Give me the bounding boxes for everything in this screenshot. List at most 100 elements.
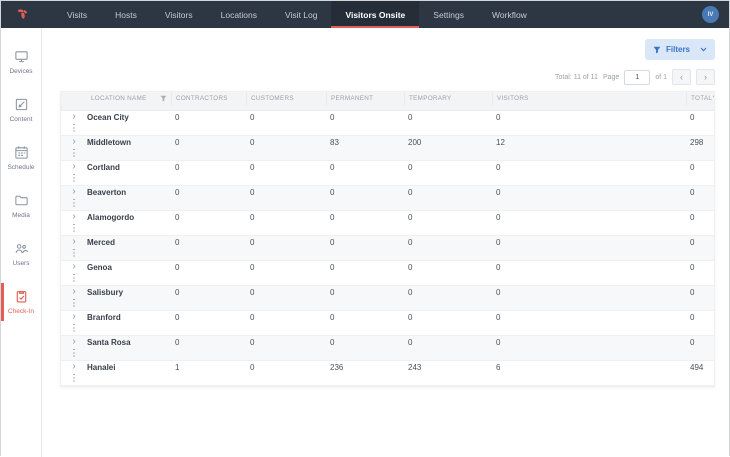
pagination-bar: Total: 11 of 11 Page of 1 ‹ › [60, 69, 715, 85]
table-row: › Ocean City 0 0 0 0 0 0 ⋮ [61, 111, 714, 136]
nav-item-visits[interactable]: Visits [67, 9, 88, 20]
kebab-menu-icon[interactable]: ⋮ [69, 323, 79, 335]
sidebar-item-check-in[interactable]: Check-In [1, 278, 41, 326]
value-cell-permanent: 0 [330, 237, 335, 247]
chevron-right-icon[interactable]: › [72, 286, 76, 298]
value-cell-permanent: 0 [330, 212, 335, 222]
value-cell-permanent: 0 [330, 312, 335, 322]
table-row: › Cortland 0 0 0 0 0 0 ⋮ [61, 161, 714, 186]
chevron-right-icon[interactable]: › [72, 136, 76, 148]
value-cell-temporary: 0 [408, 187, 413, 197]
kebab-menu-icon[interactable]: ⋮ [69, 298, 79, 310]
sidebar-item-users[interactable]: Users [1, 230, 41, 278]
column-header-label: TEMPORARY [409, 94, 452, 102]
sidebar-item-media[interactable]: Media [1, 182, 41, 230]
value-cell-customers: 0 [250, 237, 255, 247]
column-header-permanent: PERMANENT [326, 92, 404, 105]
page-number-input[interactable] [624, 69, 651, 85]
schedule-icon [14, 145, 29, 160]
devices-icon [14, 49, 29, 64]
value-cell-visitors: 0 [496, 212, 501, 222]
value-cell-temporary: 0 [408, 312, 413, 322]
location-name-cell: Beaverton [87, 187, 127, 197]
kebab-menu-icon[interactable]: ⋮ [69, 273, 79, 285]
value-cell-total: 0 [690, 237, 695, 247]
chevron-right-icon[interactable]: › [72, 361, 76, 373]
chevron-right-icon[interactable]: › [72, 161, 76, 173]
location-name-cell: Genoa [87, 262, 112, 272]
kebab-menu-icon[interactable]: ⋮ [69, 373, 79, 385]
sidebar-item-content[interactable]: Content [1, 86, 41, 134]
value-cell-temporary: 0 [408, 212, 413, 222]
value-cell-customers: 0 [250, 262, 255, 272]
nav-item-settings[interactable]: Settings [433, 9, 465, 20]
table-row: › Beaverton 0 0 0 0 0 0 ⋮ [61, 186, 714, 211]
location-name-cell: Branford [87, 312, 121, 322]
column-header-customers: CUSTOMERS [246, 92, 326, 105]
column-header-label: LOCATION NAME [91, 94, 147, 102]
chevron-right-icon[interactable]: › [72, 236, 76, 248]
chevron-right-icon[interactable]: › [72, 111, 76, 123]
filters-button[interactable]: Filters [645, 39, 715, 60]
prev-page-button[interactable]: ‹ [672, 69, 691, 85]
kebab-menu-icon[interactable]: ⋮ [69, 198, 79, 210]
value-cell-visitors: 6 [496, 362, 501, 372]
filter-icon[interactable] [712, 95, 714, 102]
kebab-menu-icon[interactable]: ⋮ [69, 348, 79, 360]
column-header-label: TOTAL [691, 94, 713, 102]
table-row: › Santa Rosa 0 0 0 0 0 0 ⋮ [61, 336, 714, 361]
value-cell-contractors: 0 [175, 287, 180, 297]
nav-item-visitors[interactable]: Visitors [164, 9, 193, 20]
chevron-right-icon[interactable]: › [72, 261, 76, 273]
nav-item-hosts[interactable]: Hosts [115, 9, 137, 20]
filter-icon[interactable] [160, 95, 167, 102]
chevron-right-icon[interactable]: › [72, 336, 76, 348]
value-cell-total: 0 [690, 187, 695, 197]
chevron-right-icon[interactable]: › [72, 186, 76, 198]
column-header-label: VISITORS [497, 94, 529, 102]
chevron-right-icon[interactable]: › [72, 311, 76, 323]
value-cell-customers: 0 [250, 187, 255, 197]
filters-button-left: Filters [653, 45, 690, 54]
chevron-right-icon[interactable]: › [72, 211, 76, 223]
value-cell-permanent: 83 [330, 137, 339, 147]
location-name-cell: Hanalei [87, 362, 116, 372]
kebab-menu-icon[interactable]: ⋮ [69, 248, 79, 260]
user-avatar[interactable]: IV [702, 6, 719, 23]
value-cell-visitors: 0 [496, 312, 501, 322]
value-cell-temporary: 200 [408, 137, 422, 147]
nav-item-locations[interactable]: Locations [220, 9, 257, 20]
value-cell-contractors: 0 [175, 312, 180, 322]
value-cell-contractors: 0 [175, 212, 180, 222]
value-cell-total: 0 [690, 312, 695, 322]
sidebar-item-schedule[interactable]: Schedule [1, 134, 41, 182]
column-header-location-name: LOCATION NAME [87, 92, 171, 105]
sidebar-item-label: Schedule [7, 164, 35, 171]
kebab-menu-icon[interactable]: ⋮ [69, 223, 79, 235]
kebab-menu-icon[interactable]: ⋮ [69, 148, 79, 160]
kebab-menu-icon[interactable]: ⋮ [69, 123, 79, 135]
sidebar-item-devices[interactable]: Devices [1, 38, 41, 86]
value-cell-visitors: 0 [496, 162, 501, 172]
location-name-cell: Alamogordo [87, 212, 135, 222]
sidebar-item-label: Devices [9, 68, 33, 75]
sidebar: Devices Content Schedule Media Users Check-In [1, 28, 42, 457]
nav-items: Visits Hosts Visitors Locations Visit Log Vis… [53, 1, 541, 28]
kebab-menu-icon[interactable]: ⋮ [69, 173, 79, 185]
value-cell-temporary: 0 [408, 112, 413, 122]
value-cell-contractors: 0 [175, 262, 180, 272]
value-cell-visitors: 12 [496, 137, 505, 147]
locations-table: LOCATION NAME CONTRACTORS CUSTOMERS PERMANE… [60, 91, 715, 387]
value-cell-permanent: 0 [330, 262, 335, 272]
next-page-button[interactable]: › [696, 69, 715, 85]
check-in-icon [14, 289, 29, 304]
value-cell-permanent: 0 [330, 337, 335, 347]
nav-item-workflow[interactable]: Workflow [492, 9, 527, 20]
table-row: › Hanalei 1 0 236 243 6 494 ⋮ [61, 361, 714, 386]
brand-logo-icon[interactable] [1, 1, 43, 28]
nav-item-visit-log[interactable]: Visit Log [285, 9, 318, 20]
location-name-cell: Ocean City [87, 112, 129, 122]
nav-item-visitors-onsite[interactable]: Visitors Onsite [331, 1, 420, 28]
column-header-temporary: TEMPORARY [404, 92, 492, 105]
